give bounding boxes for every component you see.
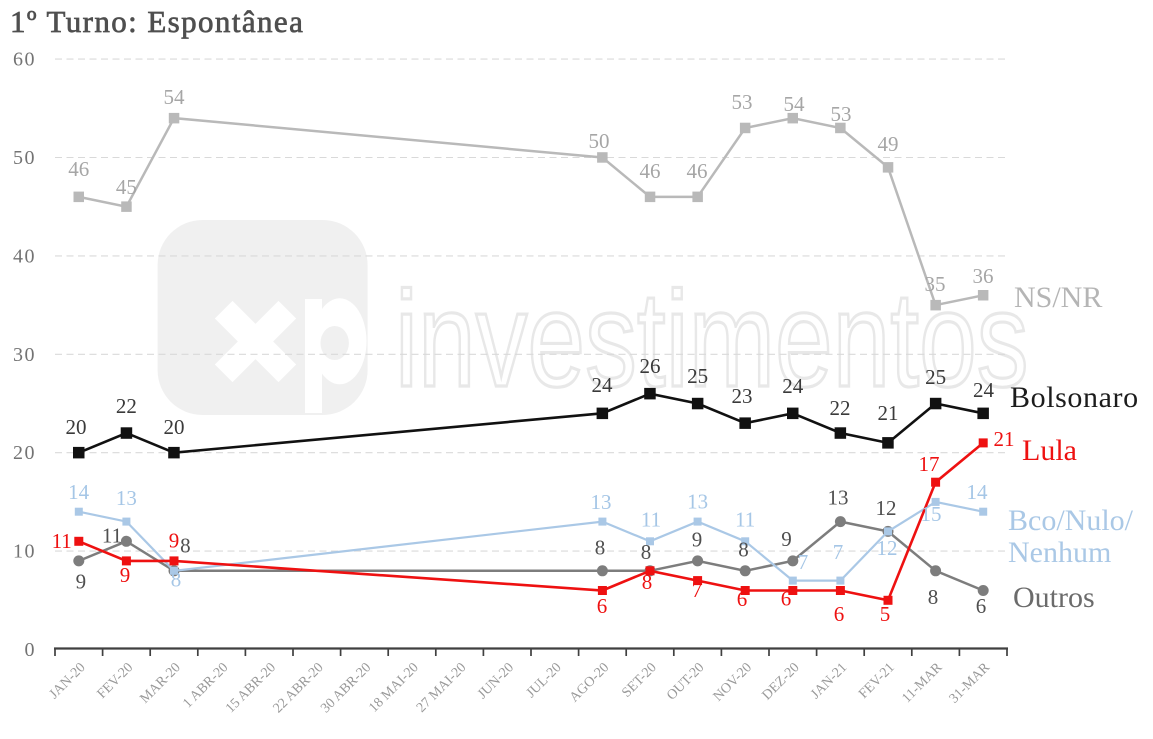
svg-text:46: 46 — [68, 157, 89, 181]
svg-text:6: 6 — [781, 587, 792, 611]
svg-text:14: 14 — [967, 480, 989, 504]
svg-text:6: 6 — [737, 587, 748, 611]
svg-text:6: 6 — [976, 594, 987, 618]
svg-text:20: 20 — [66, 415, 87, 439]
svg-text:36: 36 — [973, 264, 994, 288]
svg-text:9: 9 — [169, 529, 180, 553]
svg-text:11: 11 — [735, 507, 755, 531]
svg-text:50: 50 — [589, 129, 610, 153]
svg-text:23: 23 — [732, 384, 753, 408]
svg-text:46: 46 — [687, 159, 708, 183]
svg-text:6: 6 — [834, 602, 845, 626]
svg-text:30: 30 — [13, 344, 36, 366]
svg-text:17: 17 — [919, 452, 940, 476]
svg-text:13: 13 — [591, 490, 612, 514]
svg-text:45: 45 — [116, 175, 137, 199]
svg-text:11: 11 — [102, 524, 122, 548]
svg-text:9: 9 — [120, 563, 131, 587]
svg-text:14: 14 — [68, 480, 90, 504]
svg-text:24: 24 — [782, 374, 804, 398]
svg-text:54: 54 — [784, 92, 806, 116]
svg-text:11: 11 — [52, 529, 72, 553]
svg-text:8: 8 — [180, 533, 191, 557]
svg-text:53: 53 — [831, 102, 852, 126]
svg-text:13: 13 — [116, 486, 137, 510]
svg-text:40: 40 — [13, 245, 36, 267]
svg-text:11: 11 — [641, 507, 661, 531]
svg-text:10: 10 — [13, 541, 36, 563]
svg-text:0: 0 — [25, 639, 37, 661]
svg-text:21: 21 — [878, 401, 899, 425]
svg-text:35: 35 — [925, 272, 946, 296]
svg-text:25: 25 — [687, 364, 708, 388]
svg-text:8: 8 — [738, 538, 749, 562]
svg-text:8: 8 — [641, 540, 652, 564]
svg-text:8: 8 — [171, 568, 182, 592]
svg-text:7: 7 — [833, 540, 844, 564]
svg-text:15: 15 — [921, 502, 942, 526]
svg-text:20: 20 — [13, 442, 36, 464]
svg-text:8: 8 — [928, 585, 939, 609]
svg-text:Nenhum: Nenhum — [1008, 536, 1111, 569]
svg-text:8: 8 — [595, 536, 606, 560]
svg-text:investimentos: investimentos — [395, 263, 1029, 415]
svg-text:12: 12 — [877, 536, 898, 560]
svg-text:21: 21 — [994, 427, 1015, 451]
svg-text:24: 24 — [592, 373, 614, 397]
svg-text:Outros: Outros — [1013, 581, 1095, 614]
svg-text:13: 13 — [687, 490, 708, 514]
svg-text:9: 9 — [781, 527, 792, 551]
svg-text:9: 9 — [76, 570, 87, 594]
svg-text:5: 5 — [880, 602, 891, 626]
svg-text:26: 26 — [640, 354, 661, 378]
svg-text:53: 53 — [732, 90, 753, 114]
svg-text:8: 8 — [642, 570, 653, 594]
svg-text:22: 22 — [830, 396, 851, 420]
svg-text:50: 50 — [13, 147, 36, 169]
svg-text:9: 9 — [692, 528, 703, 552]
svg-text:12: 12 — [876, 496, 897, 520]
svg-text:7: 7 — [798, 550, 809, 574]
svg-text:13: 13 — [828, 486, 849, 510]
svg-text:25: 25 — [925, 365, 946, 389]
svg-text:24: 24 — [973, 378, 995, 402]
svg-text:1º Turno: Espontânea: 1º Turno: Espontânea — [10, 4, 304, 39]
svg-text:7: 7 — [692, 578, 703, 602]
svg-text:Bco/Nulo/: Bco/Nulo/ — [1008, 504, 1134, 537]
svg-text:6: 6 — [597, 594, 608, 618]
svg-text:60: 60 — [13, 49, 36, 71]
svg-text:NS/NR: NS/NR — [1014, 281, 1102, 314]
svg-text:Lula: Lula — [1022, 434, 1077, 467]
svg-text:49: 49 — [878, 132, 899, 156]
svg-text:54: 54 — [164, 85, 186, 109]
svg-text:46: 46 — [640, 159, 661, 183]
svg-text:Bolsonaro: Bolsonaro — [1010, 381, 1139, 414]
svg-text:22: 22 — [116, 394, 137, 418]
svg-text:20: 20 — [164, 415, 185, 439]
